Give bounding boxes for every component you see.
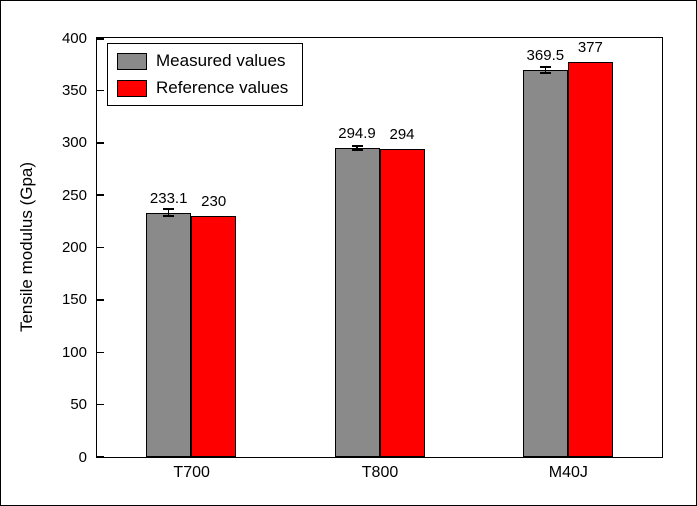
y-tick <box>97 351 104 353</box>
x-tick-label: M40J <box>548 464 588 481</box>
y-tick-label: 350 <box>61 81 87 99</box>
x-tick-label: T700 <box>173 464 210 481</box>
y-tick <box>97 246 104 249</box>
y-tick <box>97 89 104 92</box>
y-tick-label: 100 <box>61 343 87 361</box>
y-tick-label: 300 <box>61 134 87 152</box>
y-tick-label: 0 <box>78 448 87 466</box>
error-bar-t800-measured <box>356 145 358 151</box>
legend-label-measured: Measured values <box>156 51 286 70</box>
bar-value-label-t800-reference: 294 <box>389 126 415 144</box>
error-bar-m40j-measured <box>544 67 547 73</box>
bar-t700-measured <box>146 212 192 457</box>
bar-value-label-m40j-measured: 369.5 <box>526 46 565 64</box>
x-tick-label: T800 <box>361 464 399 481</box>
bar-value-label-t700-measured: 233.1 <box>149 189 188 207</box>
legend-label-reference: Reference values <box>156 78 289 97</box>
bar-value-label-t700-reference: 230 <box>201 193 227 211</box>
bar-m40j-reference <box>567 62 613 457</box>
error-bar-cap-top-m40j-measured <box>539 66 551 69</box>
y-axis-title: Tensile modulus (Gpa) <box>17 161 36 333</box>
bar-m40j-measured <box>522 69 568 457</box>
bar-value-label-m40j-reference: 377 <box>577 39 603 57</box>
y-tick-label: 250 <box>61 186 87 204</box>
plot-area: Measured values Reference values 233.1 23… <box>96 37 663 458</box>
y-tick-label: 400 <box>61 29 87 47</box>
error-bar-t700-measured <box>167 209 170 217</box>
legend-swatch-reference <box>117 79 147 97</box>
bar-t800-reference <box>379 149 425 457</box>
error-bar-cap-bottom-m40j-measured <box>539 71 551 74</box>
y-tick <box>97 38 104 40</box>
bar-value-label-t800-measured: 294.9 <box>338 125 376 143</box>
legend-item-measured: Measured values <box>117 51 288 71</box>
bar-t800-measured <box>334 148 380 457</box>
error-bar-cap-top-t800-measured <box>351 144 363 147</box>
y-tick <box>97 299 104 301</box>
y-tick-label: 150 <box>61 291 87 309</box>
y-tick <box>97 194 104 196</box>
y-tick <box>97 142 104 144</box>
error-bar-cap-top-t700-measured <box>163 208 175 211</box>
bar-t700-reference <box>191 216 237 457</box>
legend-swatch-measured <box>117 52 147 70</box>
y-tick-label: 50 <box>70 396 87 414</box>
y-tick-label: 200 <box>61 239 87 256</box>
legend: Measured values Reference values <box>107 43 304 106</box>
y-tick <box>97 403 104 406</box>
error-bar-cap-bottom-t800-measured <box>351 149 363 152</box>
y-tick <box>97 455 104 457</box>
error-bar-cap-bottom-t700-measured <box>163 215 175 218</box>
legend-item-reference: Reference values <box>117 78 288 98</box>
